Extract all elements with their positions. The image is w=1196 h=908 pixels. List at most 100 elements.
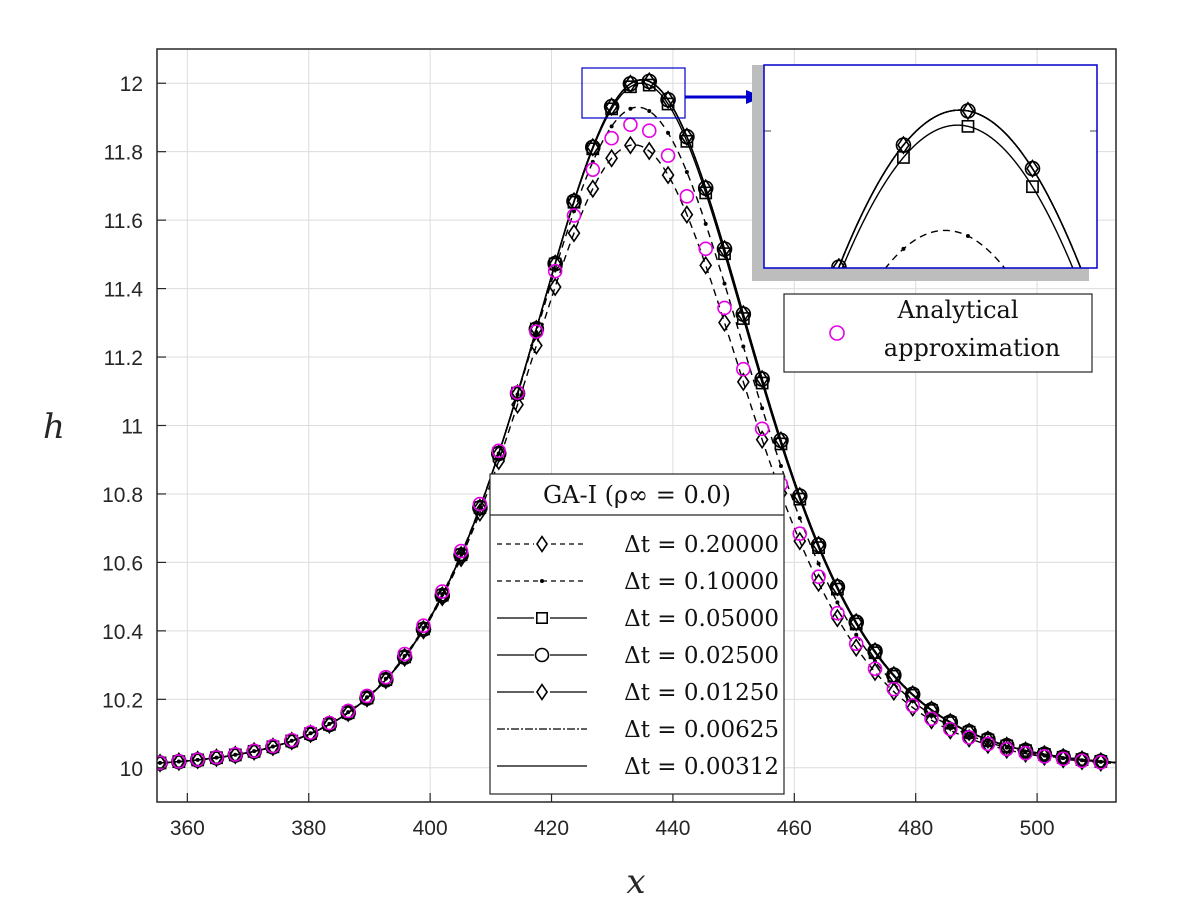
series-path [841, 124, 1074, 268]
analytical-marker [961, 730, 977, 745]
series-marker [699, 178, 713, 198]
analytical-marker [754, 421, 770, 437]
x-tick-label: 420 [534, 817, 569, 840]
series-line [841, 119, 1074, 268]
analytical-legend: Analytical approximation [783, 293, 1093, 373]
legend-label: Δt = 0.00625 [624, 717, 779, 743]
analytical-marker [209, 750, 224, 765]
analytical-marker [886, 681, 902, 697]
series-marker [901, 246, 906, 251]
series-marker [571, 209, 576, 214]
series-marker [736, 304, 750, 324]
series-marker [797, 516, 802, 521]
legend-marker [535, 535, 549, 553]
series-marker [718, 313, 731, 333]
series-marker [906, 698, 920, 717]
legend-label: Δt = 0.05000 [624, 606, 779, 632]
series-marker [755, 430, 769, 450]
legend-entry: Δt = 0.02500 [497, 643, 779, 669]
analytical-marker [491, 443, 507, 459]
x-axis-label: x [626, 862, 645, 902]
legend-marker [540, 579, 544, 583]
series-marker [228, 745, 242, 765]
x-tick-label: 500 [1020, 817, 1055, 840]
series-marker [642, 141, 656, 161]
series-marker [605, 148, 619, 168]
analytical-series [157, 117, 1109, 771]
analytical-marker [472, 496, 488, 512]
legend-entry: Δt = 0.05000 [497, 606, 779, 632]
legend-label: Δt = 0.02500 [624, 643, 779, 669]
y-tick-label: 10.8 [102, 484, 143, 507]
y-tick-label: 10.2 [102, 689, 143, 712]
analytical-marker [190, 752, 205, 767]
analytical-marker [924, 711, 939, 726]
y-tick-label: 11.2 [104, 347, 143, 370]
analytical-marker [1055, 751, 1071, 767]
series-legend: GA-I (ρ∞ = 0.0) Δt = 0.20000 Δt = 0.10000… [489, 473, 785, 795]
analytical-marker [566, 208, 582, 223]
analytical-marker [397, 646, 412, 662]
y-tick-label: 10.6 [102, 552, 143, 575]
y-tick-label: 12 [120, 73, 143, 96]
series-marker [985, 740, 990, 745]
x-tick-label: 400 [413, 817, 448, 840]
y-axis-label: h [43, 407, 65, 447]
series-line [884, 229, 1006, 268]
series-marker [285, 731, 299, 751]
analytical-marker [736, 361, 751, 377]
series-marker [492, 444, 506, 464]
analytical-marker [585, 162, 601, 177]
legend-entries: Δt = 0.20000 Δt = 0.10000 Δt = 0.05000 Δt =… [497, 532, 779, 780]
series-marker [473, 498, 487, 518]
series-marker [628, 106, 633, 111]
series-marker [157, 753, 167, 773]
series-marker [812, 573, 826, 593]
series-marker [830, 577, 844, 597]
series-marker [925, 710, 938, 730]
series-marker [812, 535, 826, 555]
series-marker [868, 641, 882, 661]
series-marker [567, 223, 581, 243]
analytical-marker [999, 741, 1015, 757]
series-marker [666, 130, 671, 135]
legend-entry: Δt = 0.01250 [497, 680, 779, 706]
series-marker [586, 137, 600, 157]
zoom-region-box [581, 67, 686, 119]
analytical-marker [641, 123, 657, 138]
series-marker [680, 127, 694, 147]
legend-label: Δt = 0.01250 [624, 680, 779, 706]
series-marker [661, 165, 675, 185]
analytical-marker [284, 732, 300, 748]
series-marker [417, 619, 430, 639]
series-marker [793, 486, 807, 506]
series-marker [736, 372, 750, 392]
legend-marker-bg [534, 683, 550, 701]
series-marker [266, 737, 280, 757]
analytical-marker [604, 130, 619, 146]
legend-label: Δt = 0.00312 [624, 754, 779, 780]
series-marker [778, 464, 783, 469]
series-marker [755, 369, 769, 389]
series-marker [816, 561, 821, 566]
series-marker [835, 600, 840, 605]
series-marker [684, 169, 689, 174]
series-marker [605, 97, 619, 117]
analytical-marker [171, 754, 187, 769]
series-path [837, 109, 1082, 268]
analytical-marker [510, 385, 525, 400]
analytical-marker [157, 755, 168, 771]
analytical-marker [1074, 753, 1090, 769]
legend-marker-bg [534, 535, 550, 553]
series-marker [961, 101, 975, 121]
series-marker [304, 724, 317, 744]
series-marker [191, 750, 205, 770]
analytical-marker [265, 738, 281, 754]
analytical-marker [980, 736, 996, 752]
analytical-marker [830, 605, 845, 621]
analytical-marker [905, 698, 920, 713]
series-marker [868, 662, 882, 682]
series-marker [981, 730, 995, 750]
analytical-marker [547, 263, 563, 279]
